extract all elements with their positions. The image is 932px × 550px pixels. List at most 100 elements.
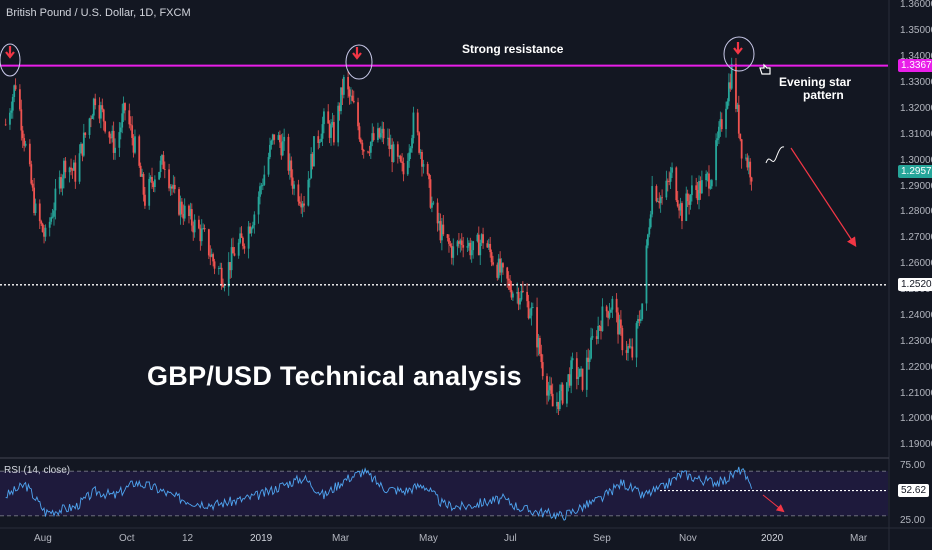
candle-body bbox=[114, 147, 116, 153]
candle-body bbox=[281, 141, 284, 156]
candle-body bbox=[716, 138, 719, 141]
candle-body bbox=[332, 122, 335, 143]
candle-body bbox=[189, 209, 192, 217]
candle-body bbox=[263, 174, 266, 185]
candle-body bbox=[631, 346, 634, 358]
candle-body bbox=[223, 286, 226, 288]
candle-body bbox=[382, 128, 385, 139]
candle-body bbox=[517, 291, 520, 305]
candle-body bbox=[152, 182, 155, 188]
analysis-headline: GBP/USD Technical analysis bbox=[147, 361, 522, 391]
candle-body bbox=[735, 63, 737, 110]
candle-body bbox=[342, 77, 345, 95]
candle-body bbox=[379, 133, 382, 138]
candle-body bbox=[446, 234, 449, 238]
candle-body bbox=[489, 243, 492, 253]
candle-body bbox=[209, 255, 212, 257]
candle-body bbox=[492, 262, 494, 265]
candle-body bbox=[159, 160, 162, 173]
candle-body bbox=[462, 245, 465, 248]
resistance-annotation: Strong resistance bbox=[462, 42, 564, 56]
candle-body bbox=[237, 242, 240, 256]
candle-body bbox=[82, 132, 85, 156]
candle-body bbox=[669, 172, 672, 182]
touch-circle-2 bbox=[345, 44, 373, 80]
candle-body bbox=[470, 250, 473, 256]
candle-body bbox=[104, 121, 107, 132]
candle-body bbox=[173, 184, 176, 190]
candle-body bbox=[250, 228, 253, 234]
candle-body bbox=[270, 140, 273, 145]
candle-body bbox=[696, 190, 699, 201]
candle-body bbox=[458, 241, 460, 244]
candle-body bbox=[162, 155, 165, 169]
candle-body bbox=[320, 138, 323, 142]
candle-body bbox=[422, 164, 425, 167]
candle-body bbox=[730, 63, 733, 89]
candle-body bbox=[99, 105, 102, 119]
candle-body bbox=[128, 110, 131, 125]
candle-body bbox=[331, 122, 334, 126]
candle-body bbox=[362, 149, 365, 152]
price-tick-label: 1.29000 bbox=[900, 180, 932, 192]
candle-body bbox=[469, 242, 472, 256]
candle-body bbox=[182, 213, 185, 219]
time-tick-label: Oct bbox=[119, 533, 135, 544]
candle-body bbox=[720, 119, 723, 130]
candle-body bbox=[109, 137, 112, 139]
candle-body bbox=[389, 144, 392, 150]
candle-body bbox=[567, 374, 570, 383]
touch-circle-1 bbox=[0, 43, 21, 77]
candle-body bbox=[190, 209, 193, 226]
candle-body bbox=[227, 262, 230, 287]
rsi-value-badge: 52.62 bbox=[898, 483, 930, 497]
time-tick-label: 2019 bbox=[250, 533, 273, 544]
candle-body bbox=[700, 180, 703, 194]
candle-body bbox=[529, 315, 531, 319]
candle-body bbox=[556, 401, 558, 407]
candle-body bbox=[44, 227, 47, 237]
candle-body bbox=[419, 151, 422, 153]
candle-body bbox=[507, 278, 510, 281]
candle-body bbox=[351, 95, 354, 101]
candle-body bbox=[681, 203, 683, 222]
pointing-hand-icon bbox=[759, 63, 771, 75]
candle-body bbox=[440, 224, 443, 241]
candle-body bbox=[551, 393, 554, 407]
pattern-annotation-line2: pattern bbox=[803, 88, 844, 102]
candle-body bbox=[53, 210, 55, 217]
candle-body bbox=[439, 221, 442, 241]
candle-body bbox=[416, 112, 419, 133]
candle-body bbox=[480, 234, 483, 243]
candle-body bbox=[611, 298, 614, 310]
candle-body bbox=[561, 384, 564, 404]
candle-body bbox=[588, 358, 591, 362]
candle-body bbox=[688, 201, 690, 205]
candle-body bbox=[210, 254, 213, 257]
candle-body bbox=[745, 157, 747, 159]
candle-body bbox=[359, 139, 362, 143]
candle-body bbox=[509, 280, 511, 290]
candle-body bbox=[565, 382, 568, 404]
price-tick-label: 1.26000 bbox=[900, 258, 932, 270]
current-price-badge: 1.29573 bbox=[898, 164, 932, 178]
candle-body bbox=[230, 247, 233, 271]
candle-body bbox=[490, 252, 493, 263]
price-tick-label: 1.20000 bbox=[900, 413, 932, 425]
candle-body bbox=[269, 144, 271, 158]
candle-body bbox=[651, 186, 654, 215]
candle-body bbox=[679, 203, 682, 211]
candle-body bbox=[90, 118, 92, 120]
candle-body bbox=[442, 224, 445, 235]
candle-body bbox=[685, 193, 688, 222]
candle-body bbox=[101, 105, 104, 110]
price-tick-label: 1.34000 bbox=[900, 51, 932, 63]
candle-body bbox=[449, 243, 452, 246]
candle-body bbox=[645, 245, 648, 304]
candle-body bbox=[625, 350, 628, 353]
candle-body bbox=[337, 105, 340, 143]
candle-body bbox=[259, 186, 261, 197]
candle-body bbox=[340, 87, 342, 112]
candle-body bbox=[666, 180, 669, 182]
candle-body bbox=[68, 167, 71, 173]
